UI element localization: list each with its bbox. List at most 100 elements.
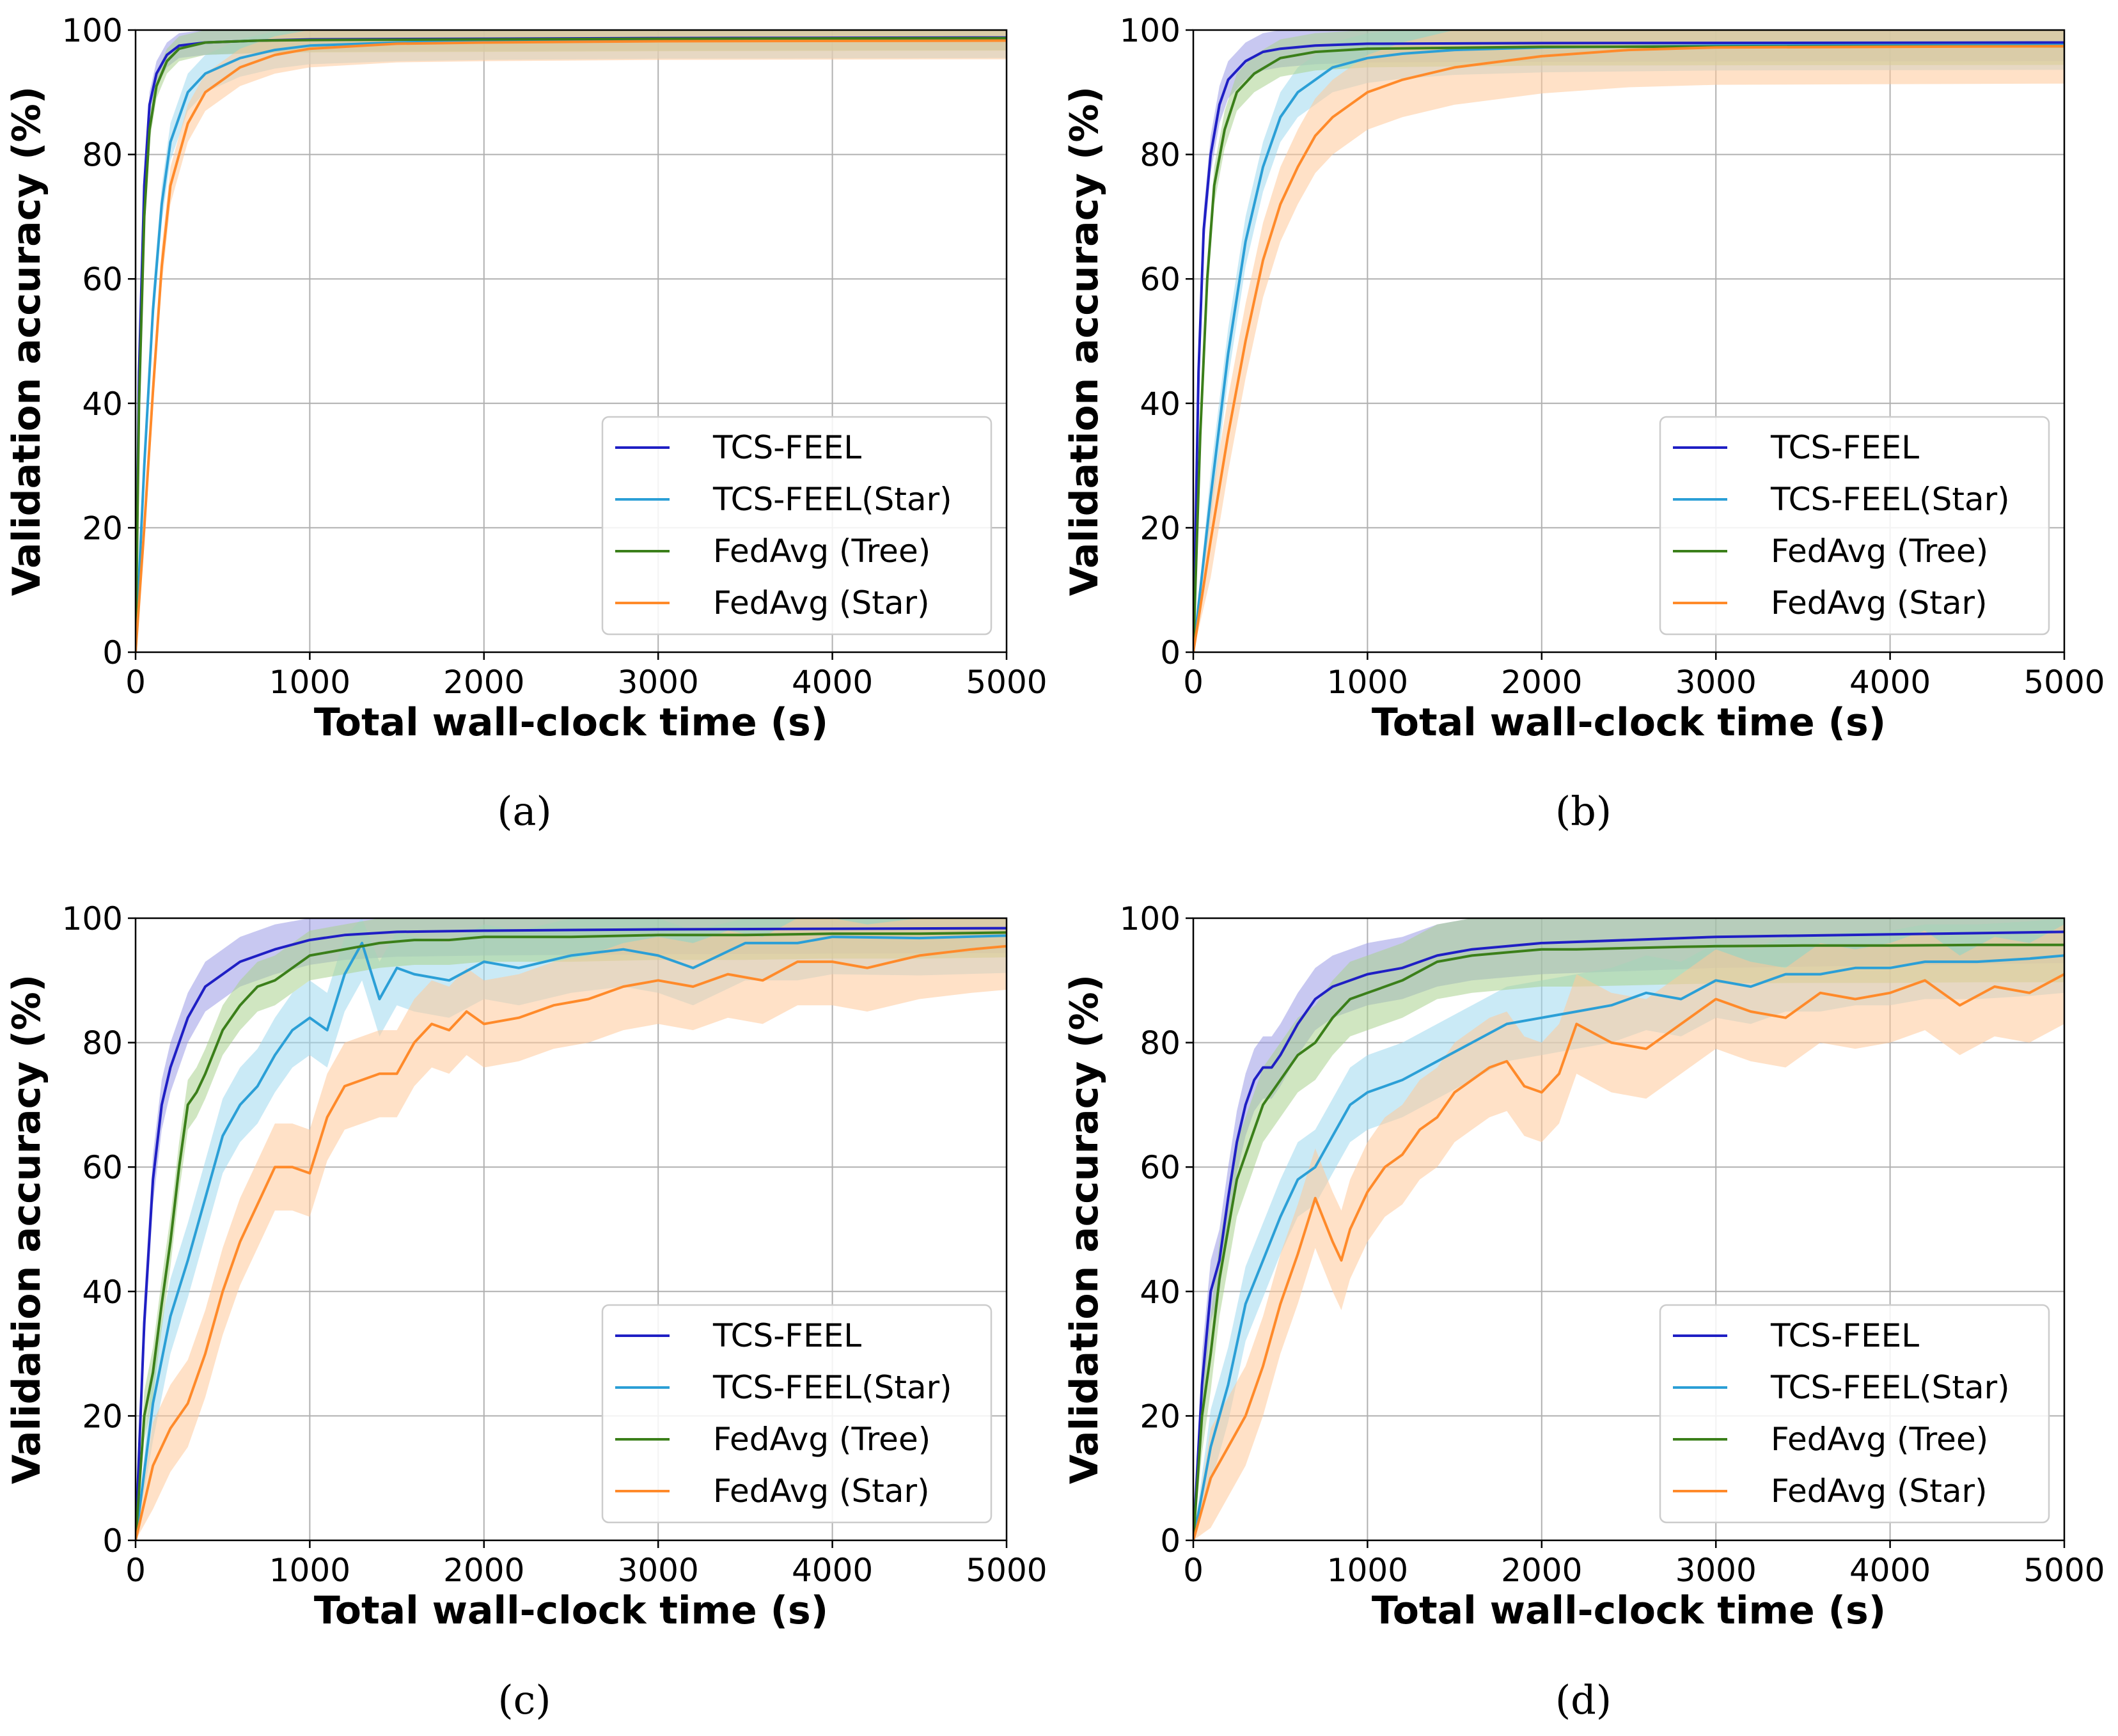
axes-frame bbox=[134, 29, 1008, 653]
y-tick-label: 40 bbox=[82, 1274, 123, 1311]
y-tick-label: 20 bbox=[1140, 1398, 1181, 1435]
legend-label: FedAvg (Tree) bbox=[713, 1421, 930, 1458]
legend: TCS-FEEL TCS-FEEL(Star) FedAvg (Tree) FedAv… bbox=[601, 416, 992, 636]
panel-caption: (d) bbox=[1555, 1677, 1612, 1723]
y-tick-label: 40 bbox=[1140, 386, 1181, 423]
x-tick-label: 2000 bbox=[1501, 664, 1582, 701]
y-axis-title: Validation accuracy (%) bbox=[4, 974, 49, 1484]
y-tick-label: 0 bbox=[102, 1522, 123, 1560]
legend-box bbox=[601, 1304, 992, 1524]
series-line-1 bbox=[1193, 41, 2064, 652]
y-tick-label: 60 bbox=[1140, 261, 1181, 298]
legend-label: FedAvg (Tree) bbox=[1771, 1421, 1988, 1458]
legend-label: FedAvg (Star) bbox=[713, 1473, 930, 1510]
y-tick-label: 80 bbox=[82, 137, 123, 174]
series-group bbox=[1193, 918, 2064, 1540]
series-line-3 bbox=[136, 931, 1007, 1540]
y-tick-label: 40 bbox=[82, 386, 123, 423]
x-tick-label: 1000 bbox=[1327, 664, 1408, 701]
axes-frame bbox=[1192, 29, 2066, 653]
series-band-1 bbox=[136, 918, 1007, 1540]
legend-label: TCS-FEEL bbox=[712, 1317, 861, 1354]
y-tick-label: 0 bbox=[1160, 1522, 1181, 1560]
legend-label: FedAvg (Star) bbox=[1771, 1473, 1988, 1510]
x-axis-title: Total wall-clock time (s) bbox=[314, 1588, 828, 1633]
legend-label: TCS-FEEL(Star) bbox=[1770, 1369, 2010, 1406]
y-tick-label: 40 bbox=[1140, 1274, 1181, 1311]
legend-label: TCS-FEEL(Star) bbox=[1770, 481, 2010, 518]
legend-label: TCS-FEEL bbox=[1770, 429, 1919, 466]
x-tick-label: 2000 bbox=[443, 1552, 524, 1589]
x-tick-label: 0 bbox=[125, 1552, 146, 1589]
chart-panel-2: 0 1000 2000 3000 4000 5000 0 20 40 60 80 100 Total w… bbox=[1062, 12, 2105, 834]
x-tick-label: 3000 bbox=[618, 1552, 699, 1589]
x-tick-label: 4000 bbox=[792, 664, 873, 701]
series-line-4 bbox=[136, 39, 1007, 652]
x-tick-label: 4000 bbox=[792, 1552, 873, 1589]
legend-box bbox=[1659, 416, 2050, 636]
x-tick-label: 3000 bbox=[1675, 664, 1757, 701]
y-tick-label: 100 bbox=[62, 12, 123, 49]
y-tick-label: 100 bbox=[62, 900, 123, 937]
series-line-4 bbox=[1193, 45, 2064, 652]
x-tick-label: 3000 bbox=[1675, 1552, 1757, 1589]
legend-label: FedAvg (Tree) bbox=[1771, 533, 1988, 570]
x-tick-label: 5000 bbox=[966, 664, 1047, 701]
axes-frame bbox=[1192, 917, 2066, 1542]
y-tick-label: 80 bbox=[1140, 1025, 1181, 1062]
series-group bbox=[136, 918, 1007, 1540]
x-tick-label: 1000 bbox=[269, 664, 350, 701]
x-tick-label: 0 bbox=[1183, 1552, 1204, 1589]
y-tick-label: 60 bbox=[1140, 1149, 1181, 1186]
chart-panel-4: 0 1000 2000 3000 4000 5000 0 20 40 60 80 100 Total w… bbox=[1062, 900, 2105, 1723]
x-tick-label: 4000 bbox=[1849, 1552, 1931, 1589]
y-tick-label: 60 bbox=[82, 1149, 123, 1186]
x-tick-label: 0 bbox=[1183, 664, 1204, 701]
series-band-4 bbox=[136, 30, 1007, 652]
legend-label: FedAvg (Tree) bbox=[713, 533, 930, 570]
legend-label: TCS-FEEL(Star) bbox=[712, 481, 952, 518]
series-group bbox=[136, 30, 1007, 652]
x-tick-label: 5000 bbox=[966, 1552, 1047, 1589]
y-tick-label: 20 bbox=[82, 1398, 123, 1435]
legend-label: TCS-FEEL bbox=[1770, 1317, 1919, 1354]
y-tick-label: 100 bbox=[1120, 900, 1181, 937]
series-band-2 bbox=[1193, 30, 2064, 652]
x-axis-title: Total wall-clock time (s) bbox=[1372, 700, 1886, 745]
chart-panel-1: 0 1000 2000 3000 4000 5000 0 20 40 60 80 100 Total w… bbox=[4, 12, 1047, 834]
series-line-2 bbox=[1193, 954, 2064, 1540]
series-line-4 bbox=[136, 944, 1007, 1540]
x-tick-label: 5000 bbox=[2023, 1552, 2105, 1589]
panel-caption: (c) bbox=[498, 1677, 551, 1723]
series-group bbox=[1193, 30, 2064, 652]
x-tick-label: 1000 bbox=[1327, 1552, 1408, 1589]
legend-box bbox=[601, 416, 992, 636]
x-tick-label: 2000 bbox=[443, 664, 524, 701]
series-line-1 bbox=[136, 927, 1007, 1540]
legend: TCS-FEEL TCS-FEEL(Star) FedAvg (Tree) FedAv… bbox=[1659, 416, 2050, 636]
series-line-2 bbox=[136, 934, 1007, 1540]
axes-frame bbox=[134, 917, 1008, 1542]
panel-caption: (a) bbox=[497, 788, 551, 834]
x-tick-label: 1000 bbox=[269, 1552, 350, 1589]
y-tick-label: 60 bbox=[82, 261, 123, 298]
y-tick-label: 0 bbox=[1160, 634, 1181, 671]
y-tick-label: 80 bbox=[82, 1025, 123, 1062]
x-tick-label: 0 bbox=[125, 664, 146, 701]
legend-label: FedAvg (Star) bbox=[713, 584, 930, 622]
legend: TCS-FEEL TCS-FEEL(Star) FedAvg (Tree) FedAv… bbox=[601, 1304, 992, 1524]
y-axis-title: Validation accuracy (%) bbox=[1062, 86, 1107, 596]
x-tick-label: 3000 bbox=[618, 664, 699, 701]
legend: TCS-FEEL TCS-FEEL(Star) FedAvg (Tree) FedAv… bbox=[1659, 1304, 2050, 1524]
series-line-3 bbox=[1193, 45, 2064, 652]
x-axis-title: Total wall-clock time (s) bbox=[1372, 1588, 1886, 1633]
x-tick-label: 2000 bbox=[1501, 1552, 1582, 1589]
x-axis-title: Total wall-clock time (s) bbox=[314, 700, 828, 745]
y-axis-title: Validation accuracy (%) bbox=[1062, 974, 1107, 1484]
y-tick-label: 0 bbox=[102, 634, 123, 671]
x-tick-label: 4000 bbox=[1849, 664, 1931, 701]
series-band-2 bbox=[1193, 918, 2064, 1540]
y-tick-label: 20 bbox=[82, 510, 123, 547]
series-band-4 bbox=[1193, 924, 2064, 1540]
